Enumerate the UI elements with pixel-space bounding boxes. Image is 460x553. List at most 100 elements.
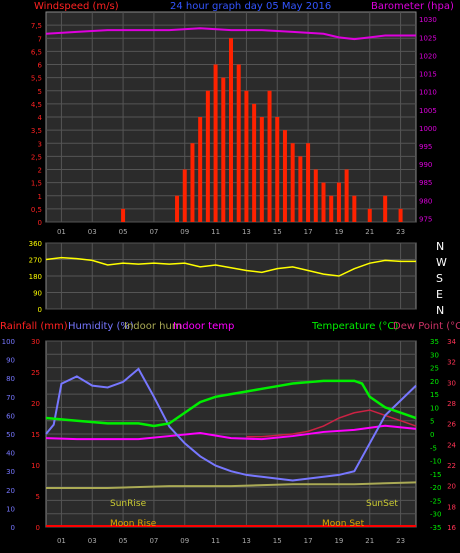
windspeed-bar [329,195,334,222]
windspeed-tick-label: 6,5 [31,48,42,56]
direction-tick-label: 0 [38,306,42,314]
windspeed-bar [383,195,388,222]
temp-x-tick-label: 01 [57,537,66,545]
wind-x-tick-label: 09 [180,228,189,236]
windspeed-tick-label: 7,5 [31,22,42,30]
humidity-tick-label: 0 [11,524,15,532]
windspeed-tick-label: 2,5 [31,153,42,161]
barometer-tick-label: 985 [419,179,432,187]
wind-x-tick-label: 15 [273,228,282,236]
windspeed-bar [306,143,311,222]
temp-x-tick-label: 09 [180,537,189,545]
temperature-tick-label: 30 [430,351,439,359]
humidity-tick-label: 10 [6,505,15,513]
temp-x-tick-label: 23 [396,537,405,545]
wind-x-tick-label: 03 [88,228,97,236]
barometer-tick-label: 980 [419,197,432,205]
indoor-temp-tick-label: 18 [447,503,456,511]
wind-x-tick-label: 07 [149,228,158,236]
windspeed-bar [321,182,326,222]
temperature-line [45,379,417,428]
sunrise-label: SunRise [110,499,147,509]
barometer-tick-label: 1015 [419,71,437,79]
windspeed-tick-label: 5 [38,88,42,96]
humidity-axis-label: Humidity (%) [68,321,134,332]
rainfall-tick-label: 25 [31,369,40,377]
wind-x-tick-label: 05 [119,228,128,236]
wind-x-tick-label: 11 [211,228,220,236]
windspeed-bar [259,117,264,222]
windspeed-bar [313,169,318,222]
temp-x-tick-label: 07 [149,537,158,545]
barometer-tick-label: 1005 [419,107,437,115]
windspeed-bar [344,169,349,222]
windspeed-bar [252,103,257,222]
windspeed-bar [121,208,126,222]
windspeed-bar [298,156,303,222]
direction-letter-e: E [436,288,443,301]
temperature-axis-label: Temperature (°C) [312,321,399,332]
windspeed-tick-label: 3,5 [31,127,42,135]
indoor-temp-line [45,424,417,441]
indoor-humidity-line [46,481,417,489]
indoor-temp-tick-label: 16 [447,524,456,532]
humidity-tick-label: 60 [6,412,15,420]
indoor-temp-tick-label: 22 [447,462,456,470]
windspeed-bar [282,130,287,222]
windspeed-bar [367,208,372,222]
rainfall-axis-label: Rainfall (mm) [0,321,68,332]
barometer-line [45,27,416,41]
indoor-temp-tick-label: 30 [447,379,456,387]
temperature-tick-label: 20 [430,378,439,386]
temperature-tick-label: -30 [430,511,441,519]
temperature-tick-label: -35 [430,524,441,532]
direction-letter-s: S [436,272,443,285]
barometer-tick-label: 1000 [419,125,437,133]
temperature-tick-label: 25 [430,365,439,373]
windspeed-tick-label: 0,5 [31,206,42,214]
windspeed-bar [213,64,218,222]
windspeed-bar [244,90,249,222]
indoor-temp-tick-label: 20 [447,483,456,491]
rainfall-tick-label: 20 [31,400,40,408]
temp-x-tick-label: 03 [88,537,97,545]
windspeed-bar [352,195,357,222]
windspeed-tick-label: 4 [38,114,43,122]
windspeed-bar [221,77,226,222]
windspeed-tick-label: 1 [38,193,42,201]
direction-tick-label: 90 [33,290,42,298]
direction-letter-w: W [436,256,447,269]
humidity-tick-label: 70 [6,394,15,402]
temperature-tick-label: -5 [430,444,437,452]
direction-line [45,256,416,277]
barometer-tick-label: 995 [419,143,432,151]
wind-x-tick-label: 21 [365,228,374,236]
direction-tick-label: 180 [29,273,42,281]
temp-x-tick-label: 13 [242,537,251,545]
dewpoint-line [246,409,417,438]
rainfall-tick-label: 10 [31,462,40,470]
temp-x-tick-label: 11 [211,537,220,545]
barometer-tick-label: 1030 [419,16,437,24]
indoor-temp-tick-label: 34 [447,338,456,346]
windspeed-bar [198,117,203,222]
temperature-tick-label: -15 [430,471,441,479]
windspeed-tick-label: 4,5 [31,101,42,109]
wind-x-tick-label: 13 [242,228,251,236]
direction-letter-n-top: N [436,240,445,253]
windspeed-tick-label: 2 [38,167,42,175]
humidity-tick-label: 50 [6,431,15,439]
humidity-tick-label: 100 [2,338,15,346]
barometer-tick-label: 1010 [419,89,437,97]
humidity-tick-label: 90 [6,357,15,365]
temp-x-tick-label: 17 [304,537,313,545]
temperature-tick-label: 15 [430,391,439,399]
temperature-tick-label: 0 [430,431,434,439]
windspeed-tick-label: 6 [38,62,43,70]
humidity-tick-label: 30 [6,468,15,476]
direction-tick-label: 270 [29,257,42,265]
rainfall-tick-label: 15 [31,431,40,439]
temperature-tick-label: -20 [430,484,441,492]
windspeed-bar [398,208,403,222]
windspeed-axis-label: Windspeed (m/s) [34,1,119,12]
